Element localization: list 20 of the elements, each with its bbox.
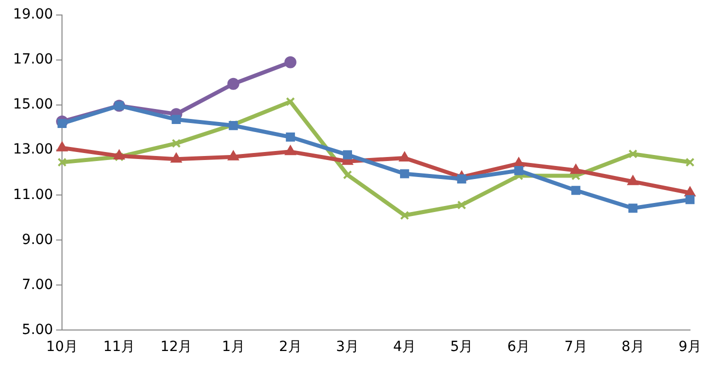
x-tick-label: 2月 (278, 339, 302, 356)
x-tick-label: 10月 (46, 339, 78, 356)
y-tick-label: 7.00 (22, 276, 54, 293)
x-tick-label: 6月 (507, 339, 530, 356)
y-tick-label: 15.00 (12, 96, 54, 113)
x-tick-label: 1月 (222, 339, 245, 356)
x-tick-label: 11月 (103, 339, 136, 356)
x-tick-label: 4月 (393, 339, 416, 356)
y-tick-label: 5.00 (22, 322, 54, 338)
y-tick-label: 9.00 (22, 232, 54, 248)
x-tick-label: 5月 (450, 339, 474, 356)
x-tick-label: 12月 (160, 339, 192, 356)
x-tick-label: 9月 (678, 339, 702, 356)
y-tick-label: 19.00 (12, 6, 54, 23)
y-tick-label: 17.00 (12, 52, 54, 68)
y-tick-label: 13.00 (12, 142, 54, 158)
y-tick-label: 11.00 (12, 186, 54, 203)
x-tick-label: 3月 (336, 339, 359, 356)
x-tick-label: 8月 (621, 339, 644, 356)
x-tick-label: 7月 (564, 339, 588, 356)
